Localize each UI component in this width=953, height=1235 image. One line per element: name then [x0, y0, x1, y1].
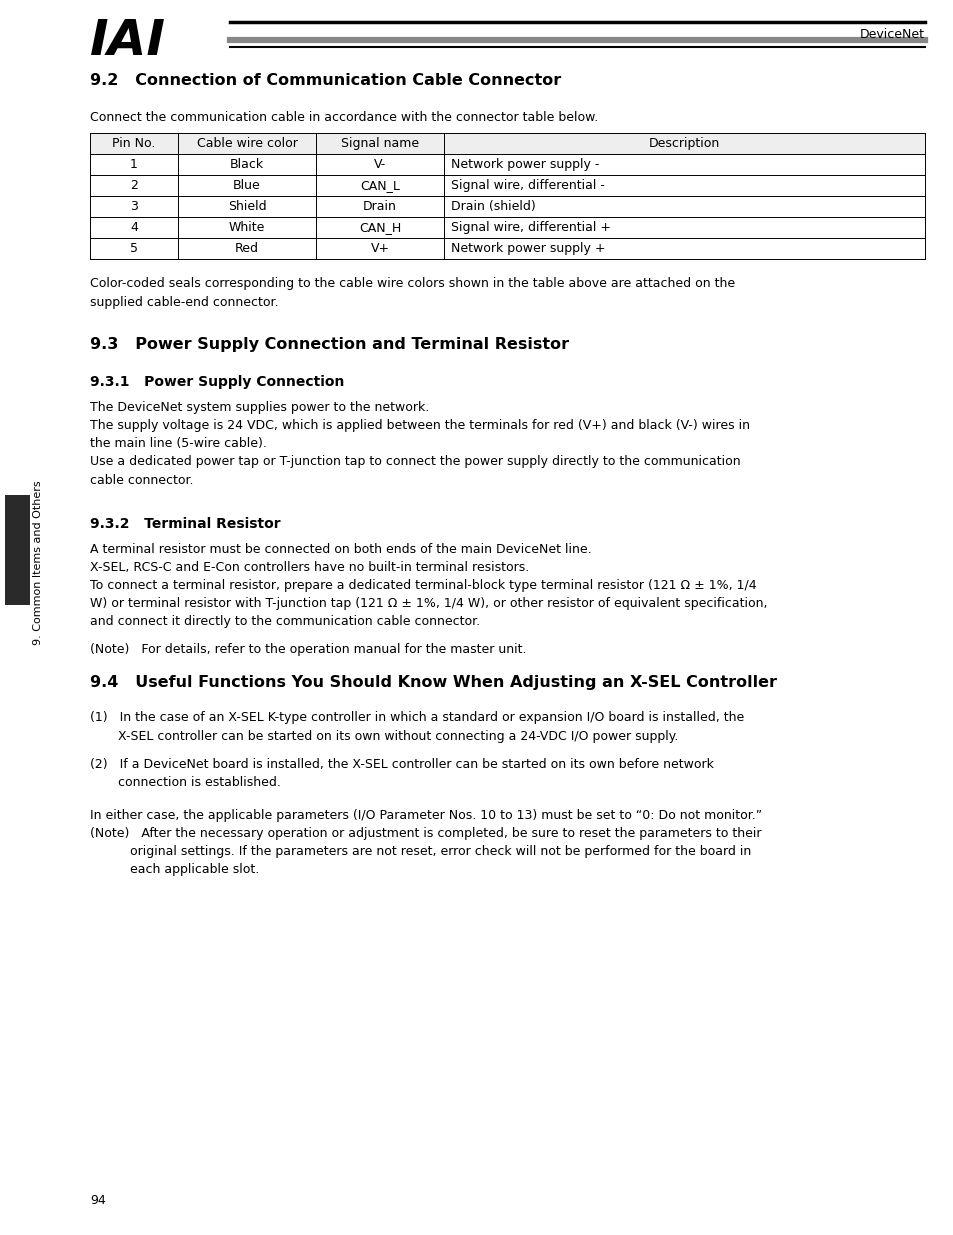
Text: Cable wire color: Cable wire color — [196, 137, 297, 149]
Text: 5: 5 — [130, 242, 138, 254]
Text: the main line (5-wire cable).: the main line (5-wire cable). — [90, 437, 267, 451]
Text: Shield: Shield — [228, 200, 266, 212]
Text: 9.3.2   Terminal Resistor: 9.3.2 Terminal Resistor — [90, 516, 280, 531]
Text: CAN_H: CAN_H — [358, 221, 400, 233]
Text: DeviceNet: DeviceNet — [859, 27, 924, 41]
Text: 9.3   Power Supply Connection and Terminal Resistor: 9.3 Power Supply Connection and Terminal… — [90, 337, 569, 352]
Text: To connect a terminal resistor, prepare a dedicated terminal-block type terminal: To connect a terminal resistor, prepare … — [90, 579, 756, 592]
Text: original settings. If the parameters are not reset, error check will not be perf: original settings. If the parameters are… — [90, 845, 750, 858]
Text: W) or terminal resistor with T-junction tap (121 Ω ± 1%, 1/4 W), or other resist: W) or terminal resistor with T-junction … — [90, 598, 767, 610]
Text: 9.4   Useful Functions You Should Know When Adjusting an X-SEL Controller: 9.4 Useful Functions You Should Know Whe… — [90, 676, 776, 690]
Text: (1)   In the case of an X-SEL K-type controller in which a standard or expansion: (1) In the case of an X-SEL K-type contr… — [90, 711, 743, 725]
Text: Network power supply +: Network power supply + — [451, 242, 605, 254]
Text: Black: Black — [230, 158, 264, 170]
Text: The DeviceNet system supplies power to the network.: The DeviceNet system supplies power to t… — [90, 401, 429, 414]
Text: Network power supply -: Network power supply - — [451, 158, 598, 170]
Text: Drain (shield): Drain (shield) — [451, 200, 536, 212]
Text: V-: V- — [374, 158, 386, 170]
Bar — [5, 495, 30, 605]
Text: connection is established.: connection is established. — [90, 776, 280, 789]
Text: Signal wire, differential +: Signal wire, differential + — [451, 221, 610, 233]
Text: Description: Description — [648, 137, 720, 149]
Text: Drain: Drain — [363, 200, 396, 212]
Text: cable connector.: cable connector. — [90, 473, 193, 487]
Text: 1: 1 — [130, 158, 138, 170]
Text: In either case, the applicable parameters (I/O Parameter Nos. 10 to 13) must be : In either case, the applicable parameter… — [90, 809, 761, 823]
Text: Signal wire, differential -: Signal wire, differential - — [451, 179, 604, 191]
Text: (2)   If a DeviceNet board is installed, the X-SEL controller can be started on : (2) If a DeviceNet board is installed, t… — [90, 758, 713, 771]
Text: Pin No.: Pin No. — [112, 137, 155, 149]
Text: CAN_L: CAN_L — [359, 179, 399, 191]
Text: X-SEL, RCS-C and E-Con controllers have no built-in terminal resistors.: X-SEL, RCS-C and E-Con controllers have … — [90, 561, 529, 574]
Text: Use a dedicated power tap or T-junction tap to connect the power supply directly: Use a dedicated power tap or T-junction … — [90, 456, 740, 468]
Text: X-SEL controller can be started on its own without connecting a 24-VDC I/O power: X-SEL controller can be started on its o… — [90, 730, 678, 742]
Text: V+: V+ — [370, 242, 389, 254]
Text: 9.3.1   Power Supply Connection: 9.3.1 Power Supply Connection — [90, 375, 344, 389]
Text: Signal name: Signal name — [340, 137, 418, 149]
Text: Connect the communication cable in accordance with the connector table below.: Connect the communication cable in accor… — [90, 111, 598, 124]
Text: and connect it directly to the communication cable connector.: and connect it directly to the communica… — [90, 615, 479, 629]
Text: 2: 2 — [130, 179, 138, 191]
Text: (Note)   For details, refer to the operation manual for the master unit.: (Note) For details, refer to the operati… — [90, 643, 526, 657]
Text: Red: Red — [234, 242, 258, 254]
Text: 94: 94 — [90, 1194, 106, 1207]
Text: Blue: Blue — [233, 179, 260, 191]
Text: Color-coded seals corresponding to the cable wire colors shown in the table abov: Color-coded seals corresponding to the c… — [90, 277, 735, 290]
Bar — [90, 133, 924, 154]
Text: each applicable slot.: each applicable slot. — [90, 863, 259, 877]
Text: 4: 4 — [130, 221, 138, 233]
Text: The supply voltage is 24 VDC, which is applied between the terminals for red (V+: The supply voltage is 24 VDC, which is a… — [90, 419, 749, 432]
Text: 9.2   Connection of Communication Cable Connector: 9.2 Connection of Communication Cable Co… — [90, 73, 560, 88]
Text: IAI: IAI — [90, 17, 166, 65]
Text: White: White — [229, 221, 265, 233]
Text: A terminal resistor must be connected on both ends of the main DeviceNet line.: A terminal resistor must be connected on… — [90, 542, 591, 556]
Text: supplied cable-end connector.: supplied cable-end connector. — [90, 296, 278, 309]
Text: (Note)   After the necessary operation or adjustment is completed, be sure to re: (Note) After the necessary operation or … — [90, 827, 760, 840]
Text: 9. Common Items and Others: 9. Common Items and Others — [33, 480, 43, 645]
Text: 3: 3 — [130, 200, 138, 212]
